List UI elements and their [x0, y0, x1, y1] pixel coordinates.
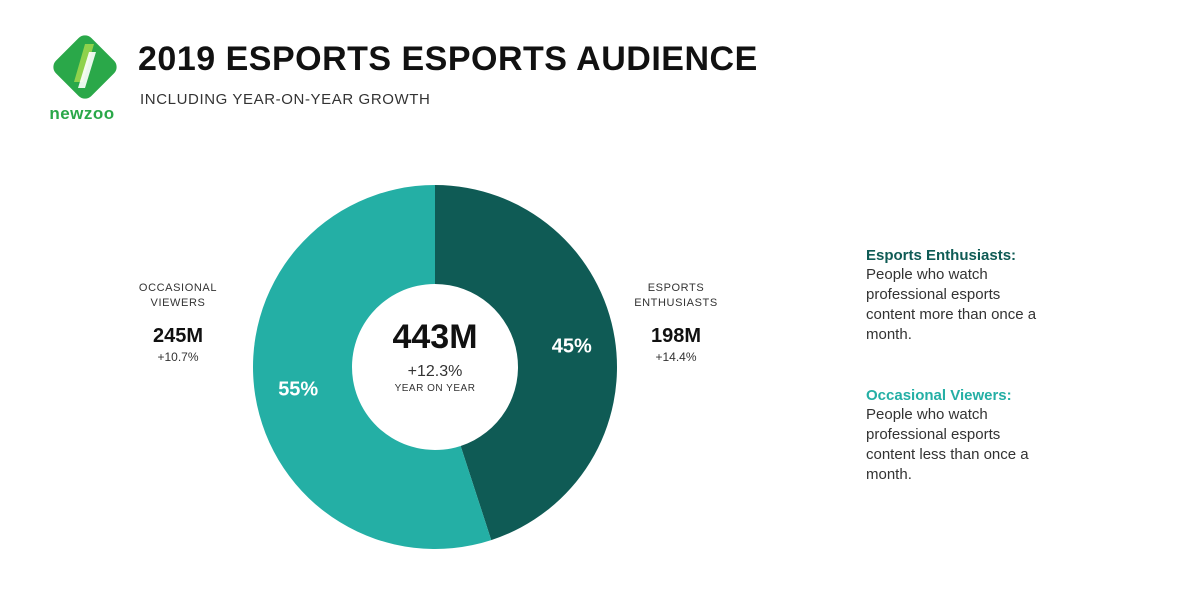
slice-occasional-viewers: [253, 185, 492, 549]
legend-occasional-viewers: Occasional Viewers: People who watch pro…: [866, 387, 1126, 485]
esports-enthusiasts-value: 198M: [650, 325, 702, 347]
slice-label-occasional-viewers: 55%: [278, 379, 318, 401]
newzoo-logo-icon: [53, 35, 117, 99]
legend-description: People who watch professional esports co…: [866, 266, 1037, 343]
esports-enthusiasts-label: ESPORTS ENTHUSIASTS 198M +14.4%: [616, 281, 736, 364]
legend-description: People who watch professional esports co…: [866, 406, 1029, 483]
slice-label-esports-enthusiasts: 45%: [552, 335, 592, 357]
legend-esports-enthusiasts: Esports Enthusiasts: People who watch pr…: [866, 247, 1126, 345]
esports-enthusiasts-growth: +14.4%: [655, 350, 697, 364]
newzoo-wordmark: newzoo: [49, 104, 115, 123]
total-growth-value: +12.3%: [407, 363, 463, 380]
occasional-viewers-label: OCCASIONAL VIEWERS 245M +10.7%: [118, 281, 238, 364]
page-title: 2019 ESPORTS ESPORTS AUDIENCE: [138, 40, 758, 78]
esports-enthusiasts-name: ESPORTS ENTHUSIASTS: [634, 282, 718, 309]
slice-esports-enthusiasts: [435, 185, 617, 541]
occasional-viewers-growth: +10.7%: [157, 350, 199, 364]
occasional-viewers-name: OCCASIONAL VIEWERS: [138, 282, 218, 309]
legend-title: Occasional Viewers:: [866, 387, 1012, 404]
total-audience-value: 443M: [392, 318, 478, 356]
legend-title: Esports Enthusiasts:: [866, 247, 1017, 264]
occasional-viewers-value: 245M: [152, 325, 204, 347]
newzoo-logo: newzoo: [40, 30, 130, 130]
page-subtitle: INCLUDING YEAR-ON-YEAR GROWTH: [140, 91, 431, 108]
year-on-year-caption: YEAR ON YEAR: [394, 383, 476, 394]
donut-center: 443M +12.3% YEAR ON YEAR: [355, 318, 515, 394]
